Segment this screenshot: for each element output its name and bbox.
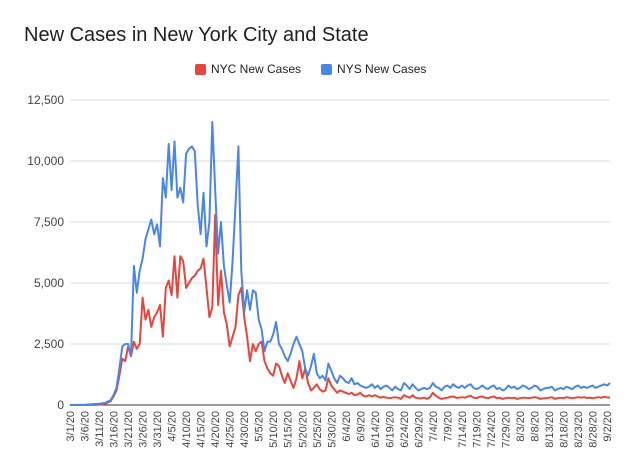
x-tick-label: 6/29/20 <box>413 411 425 448</box>
y-tick-label: 10,000 <box>27 154 64 168</box>
x-tick-label: 5/20/20 <box>297 411 309 448</box>
x-tick-label: 3/1/20 <box>65 411 77 442</box>
x-tick-label: 8/28/20 <box>588 411 600 448</box>
x-tick-label: 3/11/20 <box>94 411 106 447</box>
x-tick-label: 4/15/20 <box>196 411 208 448</box>
series-line-nys <box>69 121 611 406</box>
y-tick-label: 12,500 <box>27 93 64 107</box>
x-tick-label: 8/18/20 <box>559 411 571 448</box>
y-tick-label: 2,500 <box>34 337 64 351</box>
x-tick-label: 4/5/20 <box>167 411 179 442</box>
x-tick-label: 3/26/20 <box>138 411 150 448</box>
x-tick-label: 8/3/20 <box>515 411 527 442</box>
y-tick-label: 0 <box>57 398 64 412</box>
x-tick-label: 6/4/20 <box>341 411 353 442</box>
x-tick-label: 6/14/20 <box>370 411 382 448</box>
x-tick-label: 3/21/20 <box>123 411 135 448</box>
x-tick-label: 4/20/20 <box>210 411 222 448</box>
legend-item-nys[interactable]: NYS New Cases <box>321 62 426 76</box>
x-tick-label: 3/6/20 <box>80 411 92 442</box>
x-tick-label: 4/10/20 <box>181 411 193 448</box>
x-tick-label: 8/13/20 <box>544 411 556 448</box>
x-tick-label: 7/29/20 <box>500 411 512 448</box>
x-tick-label: 3/31/20 <box>152 411 164 448</box>
x-tick-label: 7/14/20 <box>457 411 469 448</box>
x-tick-label: 6/24/20 <box>399 411 411 448</box>
legend-label-nys: NYS New Cases <box>337 62 427 76</box>
x-tick-label: 4/30/20 <box>239 411 251 448</box>
x-tick-label: 3/16/20 <box>109 411 121 448</box>
legend-swatch-nys <box>321 63 333 75</box>
legend-swatch-nyc <box>195 63 206 75</box>
x-tick-label: 6/19/20 <box>384 411 396 448</box>
x-tick-label: 7/4/20 <box>428 411 440 442</box>
legend-label-nyc: NYC New Cases <box>211 62 302 76</box>
x-tick-label: 6/9/20 <box>355 411 367 442</box>
y-tick-label: 7,500 <box>34 215 64 229</box>
x-tick-label: 5/25/20 <box>312 411 324 448</box>
x-tick-label: 7/19/20 <box>471 411 483 448</box>
x-tick-label: 8/23/20 <box>573 411 585 448</box>
x-tick-label: 8/8/20 <box>530 411 542 442</box>
x-tick-label: 7/9/20 <box>442 411 454 442</box>
series-line-nyc <box>70 213 611 406</box>
x-tick-label: 9/2/20 <box>602 411 614 442</box>
y-tick-label: 5,000 <box>34 276 64 290</box>
x-tick-label: 5/30/20 <box>326 411 338 448</box>
x-tick-label: 5/15/20 <box>283 411 295 448</box>
x-tick-label: 5/5/20 <box>254 411 266 442</box>
x-tick-label: 5/10/20 <box>268 411 280 448</box>
chart-title: New Cases in New York City and State <box>24 24 369 46</box>
x-tick-label: 4/25/20 <box>225 411 237 448</box>
x-tick-label: 7/24/20 <box>486 411 498 448</box>
legend-item-nyc[interactable]: NYC New Cases <box>195 62 301 76</box>
chart-legend: NYC New Cases NYS New Cases <box>195 62 446 76</box>
